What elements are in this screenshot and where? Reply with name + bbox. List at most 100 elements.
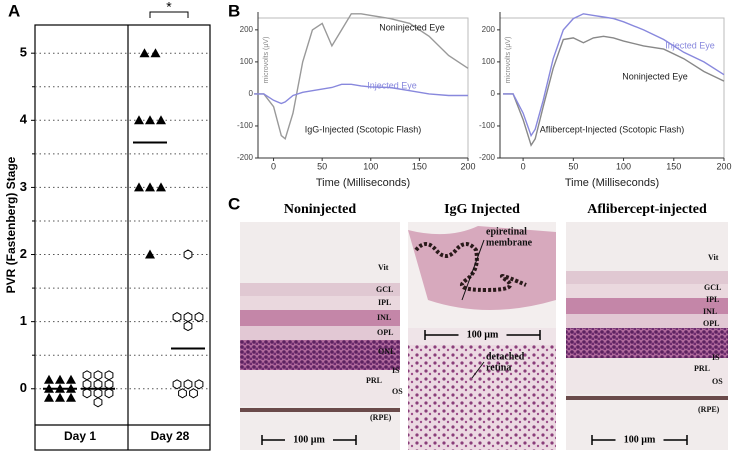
panel-label: A: [8, 1, 20, 20]
hexagon-point: [104, 388, 114, 399]
plot-frame: [34, 24, 211, 451]
x-tick-label: 50: [568, 161, 578, 171]
significance-bracket: [149, 11, 189, 18]
triangle-point: [55, 374, 65, 384]
layer-label: ONL: [378, 347, 395, 356]
x-tick-label: Day 28: [151, 429, 190, 443]
micrograph-title: IgG Injected: [444, 202, 520, 217]
hexagon-point: [82, 388, 92, 399]
axis-line: [499, 12, 724, 159]
y-tick-label: -100: [479, 121, 496, 130]
hexagon-point: [178, 388, 187, 399]
triangle-point: [55, 392, 65, 402]
layer-label: membrane: [486, 237, 533, 248]
layer-label: GCL: [376, 285, 393, 294]
triangle-point: [66, 392, 76, 402]
scale-bar: [424, 330, 541, 340]
tissue-band: [566, 328, 728, 358]
tissue-band: [566, 396, 728, 400]
y-tick-label: 0: [20, 380, 27, 395]
plot-frame: [257, 17, 469, 159]
y-tick-label: 100: [240, 57, 254, 66]
triangle-point: [156, 115, 166, 125]
series-label: Noninjected Eye: [379, 22, 445, 32]
x-tick-label: 200: [716, 161, 731, 171]
scale-bar-label: 100 µm: [467, 329, 499, 340]
hexagon-point: [172, 312, 182, 323]
micrograph-title: Aflibercept-injected: [587, 202, 707, 217]
scale-bar-label: 100 µm: [624, 434, 656, 445]
tissue-band: [240, 370, 400, 406]
y-tick-label: 200: [482, 25, 496, 34]
y-tick-label: 0: [249, 89, 254, 98]
y-tick-label: 5: [20, 45, 27, 60]
layer-label: retina: [486, 362, 511, 373]
y-tick-label: 4: [20, 112, 28, 127]
layer-label: Vit: [708, 253, 719, 262]
chart-subtitle: IgG-Injected (Scotopic Flash): [305, 124, 422, 134]
layer-label: OPL: [703, 319, 719, 328]
series-line: [503, 35, 725, 147]
hexagon-point: [104, 370, 114, 381]
pointer: [461, 239, 485, 301]
triangle-point: [145, 249, 155, 259]
triangle-point: [150, 48, 161, 58]
layer-label: INL: [377, 313, 391, 322]
y-tick-label: -200: [479, 153, 496, 162]
tissue-band: [240, 408, 400, 412]
series-label: Injected Eye: [665, 40, 715, 50]
layer-label: OS: [712, 377, 723, 386]
x-axis-label: Time (Milliseconds): [565, 177, 659, 189]
hexagon-point: [104, 379, 114, 390]
layer-label: OS: [392, 387, 403, 396]
tissue-band: [566, 271, 728, 284]
layer-label: PRL: [366, 376, 382, 385]
scale-bar-label: 100 µm: [293, 434, 325, 445]
x-tick-label: 0: [271, 161, 276, 171]
x-tick-label: 50: [317, 161, 327, 171]
hexagon-point: [189, 388, 198, 399]
hexagon-point: [93, 379, 103, 390]
layer-label: IPL: [706, 295, 719, 304]
pointer: [471, 361, 485, 379]
tissue-band: [408, 226, 556, 310]
hexagon-point: [194, 312, 204, 323]
triangle-point: [139, 48, 150, 58]
axis-line: [257, 12, 468, 159]
layer-label: INL: [703, 307, 717, 316]
significance-mark: *: [166, 0, 172, 15]
tissue-band: [240, 296, 400, 310]
triangle-point: [145, 182, 155, 192]
tissue-band: [240, 310, 400, 326]
hexagon-point: [183, 379, 193, 390]
series-line: [254, 83, 468, 105]
triangle-point: [156, 182, 166, 192]
tissue-band: [240, 340, 400, 370]
hexagon-point: [183, 321, 193, 332]
tissue-band: [408, 345, 556, 450]
triangle-point: [66, 374, 76, 384]
tissue-band: [566, 314, 728, 328]
y-tick-label: 3: [20, 179, 27, 194]
tissue-band: [566, 298, 728, 314]
hexagon-point: [93, 370, 103, 381]
hexagon-point: [93, 397, 103, 408]
scale-bar: [261, 435, 357, 445]
tissue-band: [240, 326, 400, 340]
x-tick-label: 200: [460, 161, 475, 171]
layer-label: epiretinal: [486, 226, 527, 237]
hexagon-point: [82, 379, 92, 390]
layer-label: detached: [486, 351, 525, 362]
hexagon-point: [172, 379, 182, 390]
plot-frame: [499, 17, 725, 159]
y-tick-label: 0: [491, 89, 496, 98]
scale-bar: [591, 435, 688, 445]
hexagon-point: [82, 370, 92, 381]
panel-label: C: [228, 194, 240, 213]
x-tick-label: 0: [521, 161, 526, 171]
tissue-band: [566, 358, 728, 394]
micrograph-title: Noninjected: [284, 202, 357, 217]
hexagon-point: [93, 388, 103, 399]
triangle-point: [44, 374, 54, 384]
series-line: [254, 13, 469, 141]
